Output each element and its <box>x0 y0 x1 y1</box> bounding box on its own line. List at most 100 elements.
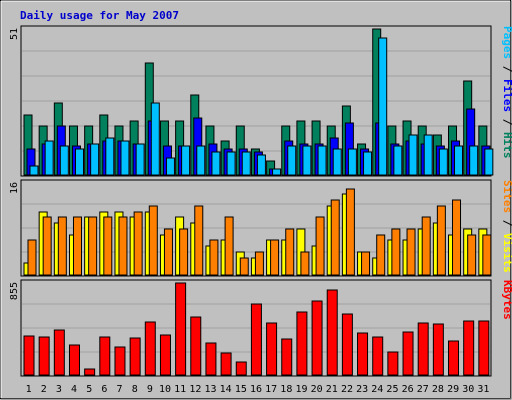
x-tick-label: 18 <box>280 384 292 395</box>
x-tick-label: 7 <box>117 384 123 395</box>
x-tick-label: 16 <box>250 384 262 395</box>
bar-kbytes-day-3 <box>53 329 65 376</box>
bar-pages-day-25 <box>393 145 403 176</box>
bar-pages-day-23 <box>363 151 373 176</box>
bar-pages-day-3 <box>59 145 69 176</box>
bar-pages-day-20 <box>317 145 327 176</box>
x-tick-label: 24 <box>371 384 383 395</box>
bar-pages-day-14 <box>226 151 236 176</box>
bar-pages-day-30 <box>469 145 479 176</box>
bar-pages-day-12 <box>196 145 206 176</box>
bar-sites-day-4 <box>72 216 82 276</box>
x-tick-label: 6 <box>101 384 107 395</box>
bar-pages-day-18 <box>287 145 297 176</box>
bar-sites-day-29 <box>452 199 462 276</box>
bar-pages-day-7 <box>120 140 130 176</box>
bar-pages-day-21 <box>332 148 342 176</box>
bar-sites-day-10 <box>163 228 173 276</box>
bar-sites-day-12 <box>194 205 204 276</box>
bar-sites-day-24 <box>376 234 386 276</box>
bar-pages-day-8 <box>135 143 145 176</box>
panel-visits-sites: 16 Sites / Visits <box>9 179 512 277</box>
bar-pages-day-5 <box>90 143 100 176</box>
x-tick-label: 10 <box>159 384 171 395</box>
bar-sites-day-14 <box>224 216 234 276</box>
x-tick-label: 22 <box>341 384 353 395</box>
bar-kbytes-day-20 <box>311 300 323 376</box>
bar-sites-day-27 <box>421 216 431 276</box>
bar-kbytes-day-12 <box>190 316 202 376</box>
bar-kbytes-day-18 <box>281 338 293 376</box>
x-tick-label: 20 <box>311 384 323 395</box>
bar-kbytes-day-2 <box>38 336 50 376</box>
bar-sites-day-11 <box>179 228 189 276</box>
x-tick-label: 29 <box>447 384 459 395</box>
bar-kbytes-day-21 <box>326 289 338 376</box>
bar-pages-day-27 <box>423 134 433 176</box>
chart-panels: 51 Pages / Files / Hits 16 Sites / Visits 85… <box>9 25 512 377</box>
x-axis-labels: 1 2 3 4 5 6 7 8 9 10 11 12 13 14 15 16 17 18 19 20 21 22 23 24 2… <box>26 384 490 395</box>
bar-sites-day-9 <box>148 205 158 276</box>
bar-sites-day-22 <box>345 188 355 276</box>
bar-pages-day-9 <box>150 102 160 176</box>
x-tick-label: 14 <box>220 384 232 395</box>
bar-kbytes-day-28 <box>432 323 444 376</box>
legend-entry: / <box>501 213 512 233</box>
x-tick-label: 31 <box>477 384 489 395</box>
bar-pages-day-26 <box>408 134 418 176</box>
bar-kbytes-day-9 <box>144 321 156 376</box>
bar-kbytes-day-26 <box>402 331 414 376</box>
legend-entry: / <box>501 112 512 132</box>
x-tick-label: 19 <box>295 384 307 395</box>
x-tick-label: 3 <box>56 384 62 395</box>
bar-kbytes-day-7 <box>114 346 126 376</box>
legend-entry: Hits <box>501 132 512 159</box>
x-tick-label: 13 <box>204 384 216 395</box>
x-tick-label: 4 <box>71 384 77 395</box>
x-tick-label: 17 <box>265 384 277 395</box>
bar-kbytes-day-10 <box>159 334 171 376</box>
bar-pages-day-29 <box>454 145 464 176</box>
x-tick-label: 28 <box>432 384 444 395</box>
bar-kbytes-day-17 <box>266 322 278 376</box>
bar-kbytes-day-29 <box>448 340 460 376</box>
bar-kbytes-day-14 <box>220 352 232 376</box>
x-tick-label: 11 <box>174 384 186 395</box>
bar-pages-day-28 <box>438 148 448 176</box>
bar-pages-day-10 <box>165 157 175 176</box>
bar-sites-day-18 <box>285 228 295 276</box>
bar-sites-day-31 <box>482 234 492 276</box>
x-tick-label: 26 <box>402 384 414 395</box>
bar-sites-day-17 <box>270 239 280 276</box>
bar-pages-day-1 <box>29 165 39 176</box>
panel-max-label: 16 <box>9 182 20 194</box>
x-tick-label: 15 <box>235 384 247 395</box>
legend-entry: Visits <box>501 233 512 273</box>
bar-pages-day-2 <box>44 140 54 176</box>
bar-pages-day-19 <box>302 145 312 176</box>
bar-pages-day-6 <box>105 137 115 176</box>
bar-kbytes-day-27 <box>417 322 429 376</box>
bar-pages-day-24 <box>378 37 388 176</box>
bar-kbytes-day-23 <box>357 332 369 376</box>
bar-sites-day-28 <box>436 205 446 276</box>
x-tick-label: 2 <box>41 384 47 395</box>
bar-sites-day-23 <box>361 251 371 276</box>
bar-sites-day-20 <box>315 216 325 276</box>
panel-side-legend: Pages / Files / Hits <box>501 26 512 159</box>
bar-sites-day-8 <box>133 211 143 276</box>
bar-pages-day-31 <box>484 148 494 176</box>
panel-max-label: 855 <box>9 282 20 300</box>
bar-pages-day-17 <box>272 168 282 176</box>
bar-pages-day-15 <box>241 151 251 176</box>
bar-pages-day-22 <box>347 148 357 176</box>
bar-sites-day-1 <box>27 239 37 276</box>
x-tick-label: 27 <box>417 384 429 395</box>
panel-side-legend: Sites / Visits <box>501 180 512 273</box>
legend-entry: Sites <box>501 180 512 213</box>
x-tick-label: 8 <box>132 384 138 395</box>
bar-sites-day-16 <box>254 251 264 276</box>
legend-entry: Files <box>501 79 512 112</box>
bar-pages-day-4 <box>74 148 84 176</box>
